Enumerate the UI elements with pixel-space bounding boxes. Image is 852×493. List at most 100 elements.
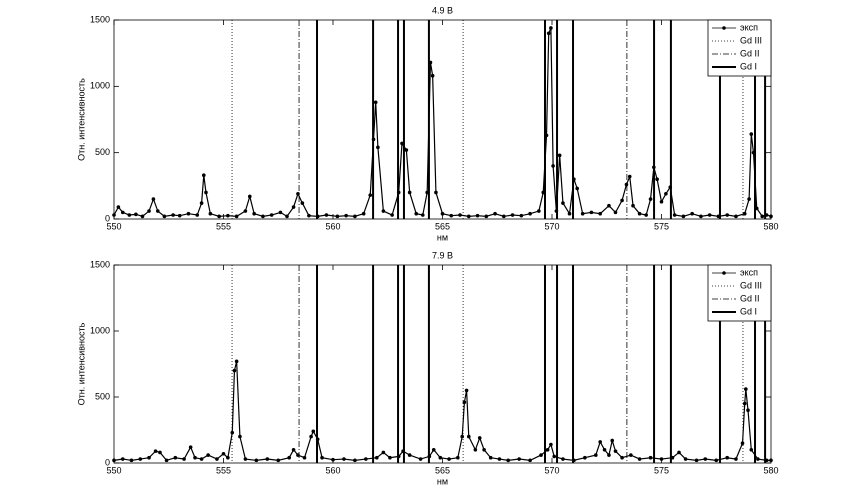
data-point [269,213,274,217]
data-point [756,457,760,461]
data-point [195,213,200,217]
data-point [335,214,340,219]
legend-label: Gd I [740,61,757,71]
data-point [344,213,348,218]
data-point [539,453,543,457]
x-tick-label: 580 [763,221,778,231]
data-point [353,214,357,219]
legend-label: Gd III [740,35,762,45]
data-point [204,190,208,195]
data-point [477,436,482,440]
data-point [607,453,611,457]
data-point [551,164,555,168]
data-point [265,457,270,461]
data-point [440,211,445,216]
data-point [247,194,252,199]
x-tick-label: 575 [654,465,669,475]
data-point [311,429,316,434]
data-point [226,213,230,218]
legend-label: эксп [740,267,758,277]
data-point [134,212,138,217]
data-point [703,457,708,461]
data-point [567,211,572,216]
y-axis-label: Отн. интенсивность [76,78,86,161]
data-point [112,213,116,217]
data-point [361,211,366,216]
data-point [291,448,296,452]
y-tick-label: 1500 [90,14,110,24]
legend [707,264,772,322]
data-point [694,458,699,463]
data-point [177,213,182,218]
y-tick-label: 1000 [90,81,110,91]
data-point [324,213,329,217]
x-tick-label: 565 [435,465,450,475]
data-point [528,211,532,216]
data-point [243,209,248,213]
data-point [127,213,132,217]
data-point [627,174,632,179]
data-point [138,457,143,461]
data-point [193,455,197,460]
data-point [206,453,210,457]
data-point [629,453,633,457]
x-tick-label: 550 [106,221,121,231]
x-tick-label: 555 [216,221,231,231]
data-point [226,455,230,460]
data-point [278,210,283,215]
data-point [659,457,664,461]
data-point [620,198,624,203]
y-axis-label: Отн. интенсивность [76,322,86,405]
data-point [431,448,436,452]
data-point [164,458,169,463]
data-point [368,193,373,197]
data-point [506,458,511,463]
data-point [287,455,292,460]
legend-label: Gd III [740,280,762,290]
data-point [153,449,158,453]
data-point [749,132,754,136]
x-tick-label: 550 [106,465,121,475]
data-point [112,458,116,463]
data-point [390,213,394,217]
data-point [254,458,259,463]
data-point [238,434,242,439]
data-point [546,31,551,36]
data-point [497,457,502,461]
data-point [418,457,423,461]
data-point [561,201,565,205]
data-point [502,214,506,219]
data-point [466,434,471,439]
data-point [456,455,460,460]
data-point [742,401,747,406]
data-point [747,197,751,201]
data-point [607,203,611,208]
data-point [201,173,206,178]
data-point [171,213,175,217]
data-point [120,210,125,215]
data-point [182,457,186,461]
data-point [493,211,497,216]
data-point [147,455,151,460]
data-point [659,199,664,204]
data-point [624,182,629,187]
data-point [232,368,237,373]
data-point [475,213,480,218]
data-point [364,457,368,461]
data-point [575,186,579,191]
data-point [734,457,738,461]
legend-label: эксп [740,22,758,32]
data-point [749,448,754,452]
data-point [464,388,469,393]
data-point [655,177,659,181]
data-point [740,441,745,446]
data-point [707,213,712,217]
data-point [610,438,615,443]
data-point [147,209,151,213]
plot-area [113,264,772,464]
data-point [545,448,550,452]
data-point [243,457,248,461]
data-point [664,191,668,196]
data-point [637,211,642,216]
data-point [458,213,462,217]
